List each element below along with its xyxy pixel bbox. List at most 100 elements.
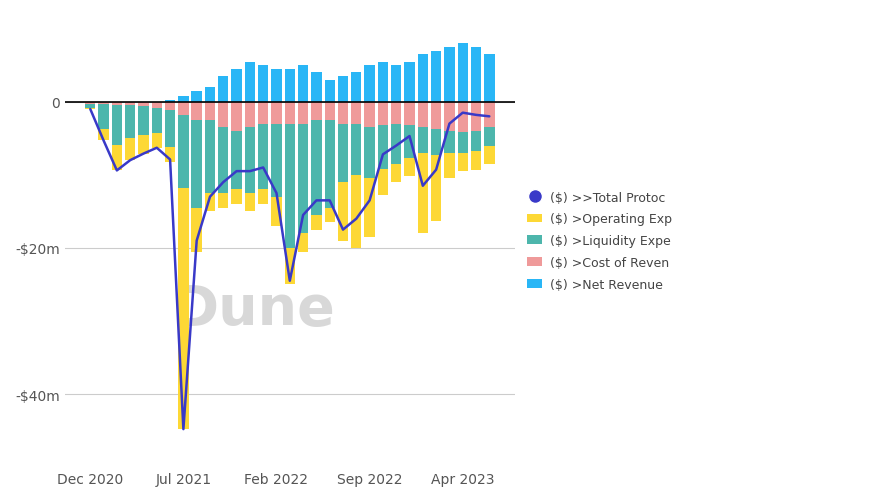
Bar — [418, 55, 428, 103]
Bar — [245, 128, 255, 194]
Bar — [431, 52, 441, 103]
Bar — [205, 88, 215, 103]
Bar — [311, 103, 322, 121]
Bar — [391, 103, 401, 124]
Bar — [311, 121, 322, 215]
Bar — [85, 108, 95, 110]
Bar — [258, 124, 269, 190]
Bar — [484, 55, 494, 103]
Bar — [364, 66, 375, 103]
Bar — [418, 103, 428, 128]
Bar — [337, 77, 348, 103]
Bar — [418, 154, 428, 234]
Bar — [324, 121, 335, 208]
Bar — [178, 188, 188, 429]
Bar — [112, 145, 122, 171]
Bar — [205, 194, 215, 212]
Bar — [178, 97, 188, 103]
Bar — [205, 103, 215, 121]
Bar — [405, 126, 415, 159]
Bar — [471, 152, 481, 170]
Bar — [99, 103, 109, 105]
Bar — [112, 103, 122, 105]
Bar — [231, 103, 242, 132]
Bar — [484, 103, 494, 128]
Bar — [298, 124, 309, 234]
Bar — [152, 108, 162, 134]
Bar — [324, 208, 335, 223]
Bar — [271, 103, 282, 124]
Bar — [324, 103, 335, 121]
Bar — [378, 126, 388, 170]
Bar — [284, 248, 295, 285]
Bar — [258, 103, 269, 124]
Bar — [337, 183, 348, 241]
Bar — [431, 156, 441, 221]
Bar — [125, 103, 135, 106]
Bar — [364, 128, 375, 179]
Bar — [378, 63, 388, 103]
Bar — [351, 175, 362, 248]
Bar — [231, 132, 242, 190]
Bar — [139, 107, 148, 136]
Bar — [444, 103, 454, 132]
Bar — [99, 130, 109, 141]
Bar — [231, 70, 242, 103]
Bar — [431, 130, 441, 156]
Text: Dune: Dune — [173, 282, 335, 336]
Bar — [391, 66, 401, 103]
Bar — [178, 103, 188, 116]
Bar — [458, 44, 468, 103]
Bar — [378, 103, 388, 126]
Bar — [471, 103, 481, 132]
Bar — [125, 139, 135, 161]
Bar — [85, 105, 95, 108]
Bar — [271, 197, 282, 226]
Bar — [471, 48, 481, 103]
Bar — [405, 103, 415, 126]
Bar — [152, 134, 162, 148]
Bar — [125, 106, 135, 139]
Bar — [245, 103, 255, 128]
Bar — [484, 128, 494, 146]
Bar — [218, 103, 228, 128]
Bar — [139, 136, 148, 154]
Bar — [218, 128, 228, 194]
Bar — [152, 103, 162, 108]
Bar — [165, 111, 175, 148]
Bar — [99, 105, 109, 130]
Bar — [405, 63, 415, 103]
Bar — [192, 121, 202, 208]
Bar — [337, 124, 348, 183]
Bar — [271, 124, 282, 197]
Bar — [284, 103, 295, 124]
Bar — [258, 66, 269, 103]
Bar — [431, 103, 441, 130]
Bar — [271, 70, 282, 103]
Bar — [351, 124, 362, 175]
Bar — [458, 103, 468, 133]
Bar — [337, 103, 348, 124]
Bar — [311, 73, 322, 103]
Bar — [112, 105, 122, 145]
Bar — [284, 70, 295, 103]
Bar — [298, 66, 309, 103]
Bar — [165, 103, 175, 111]
Bar — [85, 103, 95, 105]
Bar — [471, 132, 481, 152]
Bar — [364, 103, 375, 128]
Bar — [458, 154, 468, 172]
Bar — [484, 146, 494, 164]
Bar — [245, 194, 255, 212]
Bar — [245, 63, 255, 103]
Bar — [311, 215, 322, 230]
Bar — [192, 92, 202, 103]
Bar — [205, 121, 215, 194]
Bar — [258, 190, 269, 204]
Bar — [405, 159, 415, 177]
Bar — [444, 132, 454, 154]
Bar — [298, 103, 309, 124]
Bar — [298, 234, 309, 252]
Bar — [391, 124, 401, 164]
Bar — [165, 148, 175, 162]
